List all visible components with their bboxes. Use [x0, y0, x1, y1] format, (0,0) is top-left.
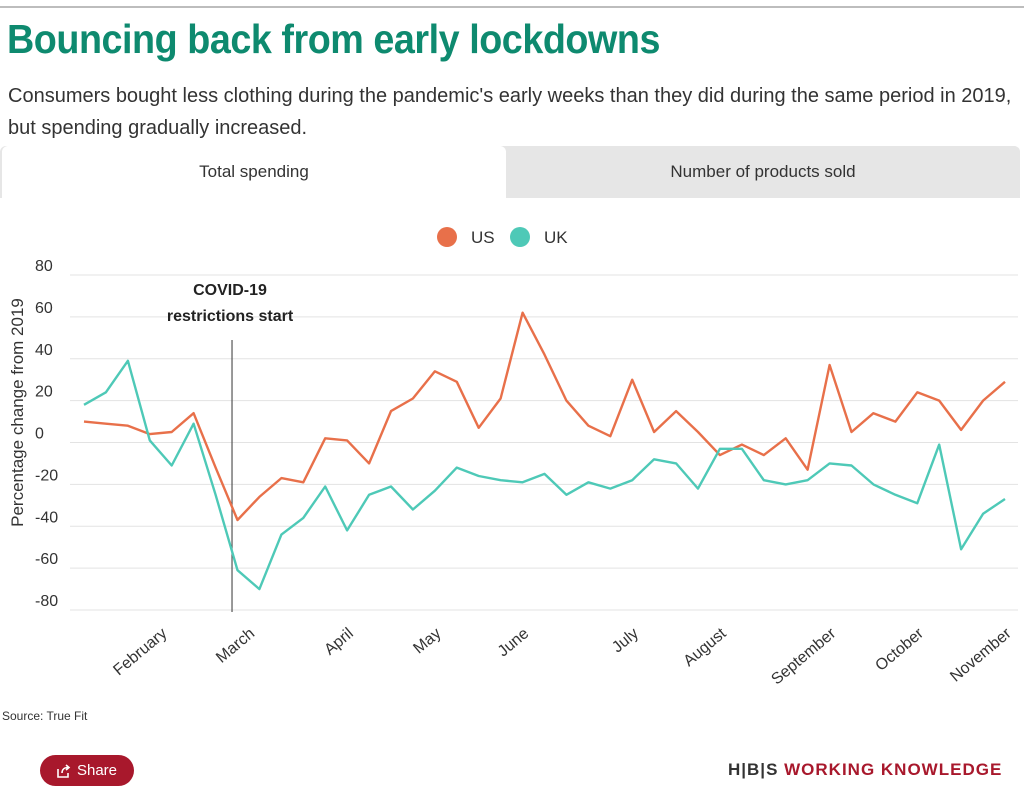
covid-annotation-text: COVID-19 [193, 282, 267, 299]
legend-label-us: US [471, 228, 495, 247]
y-tick-label: 60 [35, 300, 53, 317]
x-tick-label: September [768, 625, 839, 689]
logo-mark: H|B|S [728, 760, 779, 779]
x-tick-label: October [872, 625, 927, 675]
y-tick-label: 80 [35, 258, 53, 275]
series-line-us [83, 311, 1006, 522]
legend-marker-us [437, 227, 457, 247]
x-tick-label: April [321, 625, 356, 659]
covid-annotation-text: restrictions start [167, 308, 294, 325]
tab-total-spending[interactable]: Total spending [2, 146, 506, 198]
y-axis-label: Percentage change from 2019 [8, 298, 27, 527]
y-tick-label: 20 [35, 384, 53, 401]
y-tick-label: 40 [35, 342, 53, 359]
y-tick-label: -80 [35, 593, 58, 610]
x-tick-label: May [410, 625, 444, 657]
y-tick-label: 0 [35, 426, 44, 443]
x-tick-label: June [495, 625, 533, 660]
x-tick-label: March [213, 625, 258, 667]
chart-title: Bouncing back from early lockdowns [7, 16, 660, 62]
tab-bar: Total spending Number of products sold [0, 146, 1020, 198]
hbs-logo[interactable]: H|B|S WORKING KNOWLEDGE [728, 760, 1002, 780]
share-button[interactable]: Share [40, 755, 134, 786]
logo-text: WORKING KNOWLEDGE [784, 760, 1003, 779]
share-label: Share [76, 762, 118, 779]
tab-number-of-products-sold[interactable]: Number of products sold [506, 146, 1020, 198]
chart-subtitle: Consumers bought less clothing during th… [8, 85, 1012, 139]
source-note: Source: True Fit [2, 709, 88, 723]
x-tick-label: November [947, 625, 1015, 686]
y-tick-label: -40 [35, 509, 58, 526]
y-tick-label: -20 [35, 467, 58, 484]
line-chart: 80 60 40 20 0 -20 -40 -60 -80 Percentage change f… [8, 227, 1018, 689]
share-icon [57, 763, 71, 778]
x-tick-label: July [609, 625, 642, 656]
x-tick-label: February [110, 625, 170, 679]
legend-marker-uk [510, 227, 530, 247]
x-tick-label: August [681, 625, 731, 670]
legend-label-uk: UK [544, 228, 568, 247]
series-line-uk [83, 359, 1006, 591]
y-tick-label: -60 [35, 551, 58, 568]
top-rule [0, 6, 1024, 8]
